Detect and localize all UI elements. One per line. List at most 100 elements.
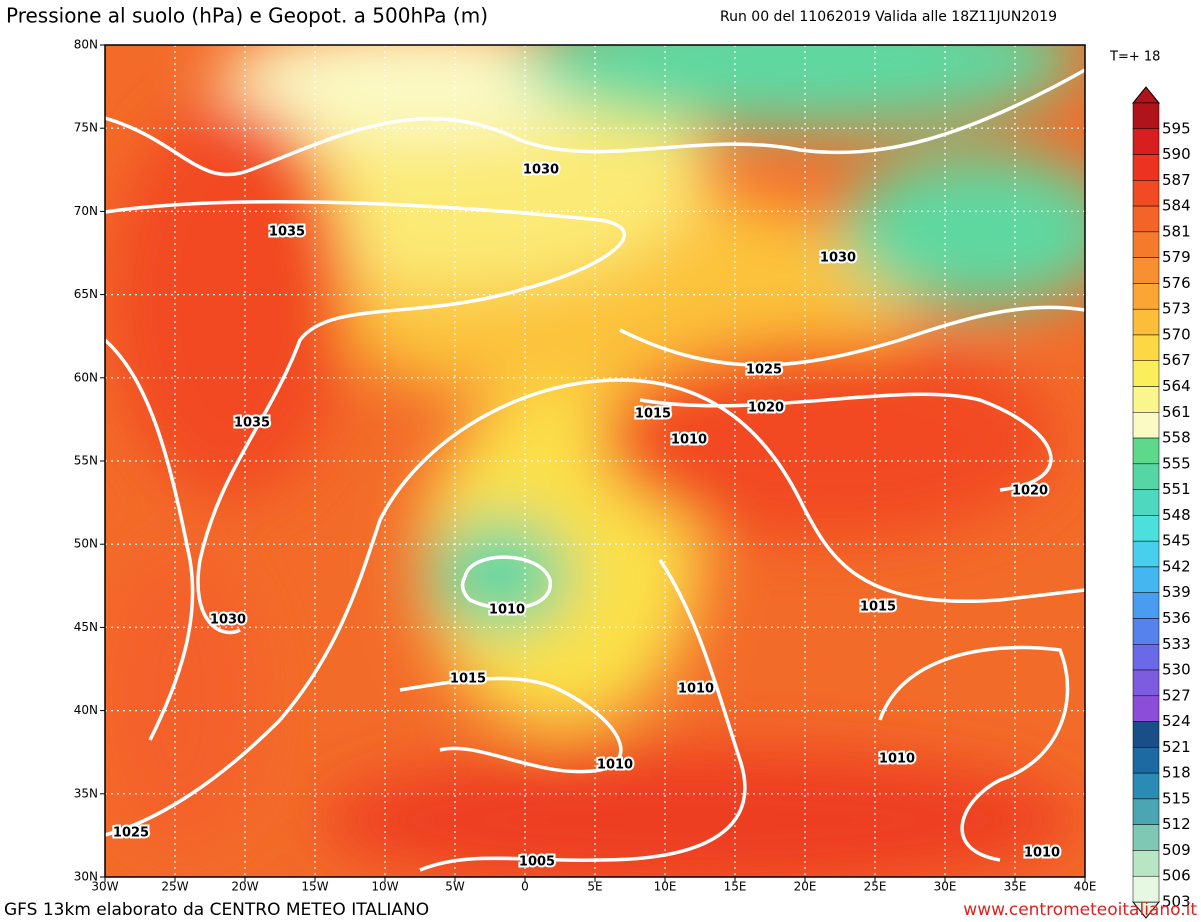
colorbar-label: 567 xyxy=(1162,351,1191,369)
site-url: www.centrometeoitaliano.it xyxy=(963,900,1197,920)
lon-label: 30E xyxy=(934,880,957,894)
colorbar-arrow-top xyxy=(1131,86,1161,104)
colorbar-label: 515 xyxy=(1162,789,1191,807)
colorbar-label: 579 xyxy=(1162,248,1191,266)
isobar-label: 1015 xyxy=(450,672,486,687)
colorbar-swatch xyxy=(1132,489,1160,516)
run-info: Run 00 del 11062019 Valida alle 18Z11JUN… xyxy=(720,9,1057,25)
isobar-label: 1035 xyxy=(234,416,270,431)
map-frame xyxy=(104,44,1086,878)
colorbar-label: 512 xyxy=(1162,815,1191,833)
colorbar-label: 576 xyxy=(1162,274,1191,292)
lon-label: 0 xyxy=(521,880,529,894)
lat-label: 60N xyxy=(74,370,98,384)
isobar-label: 1010 xyxy=(1024,846,1060,861)
isobar-label: 1005 xyxy=(519,855,555,870)
colorbar-swatch xyxy=(1132,463,1160,490)
lon-label: 5E xyxy=(587,880,602,894)
colorbar-label: 558 xyxy=(1162,429,1191,447)
isobar-label: 1010 xyxy=(489,603,525,618)
lat-label: 70N xyxy=(74,204,98,218)
lon-label: 40E xyxy=(1074,880,1097,894)
colorbar-swatch xyxy=(1132,154,1160,181)
colorbar-swatch xyxy=(1132,875,1160,903)
lon-label: 5W xyxy=(445,880,465,894)
colorbar-label: 509 xyxy=(1162,841,1191,859)
colorbar-swatch xyxy=(1132,721,1160,748)
isobar-label: 1030 xyxy=(210,613,246,628)
lon-label: 15E xyxy=(724,880,747,894)
lat-label: 40N xyxy=(74,703,98,717)
lon-label: 35E xyxy=(1004,880,1027,894)
lon-label: 20W xyxy=(231,880,258,894)
colorbar-label: 527 xyxy=(1162,686,1191,704)
colorbar-label: 524 xyxy=(1162,712,1191,730)
colorbar-swatch xyxy=(1132,128,1160,155)
colorbar-label: 595 xyxy=(1162,119,1191,137)
colorbar-swatch xyxy=(1132,515,1160,542)
colorbar-label: 590 xyxy=(1162,145,1191,163)
graticule: 30W 25W 20W 15W 10W 5W 0 5E 10E 15E 20E 25E 30E 35E 40… xyxy=(74,38,1097,894)
colorbar-swatch xyxy=(1132,798,1160,825)
isobar-label: 1010 xyxy=(671,433,707,448)
lat-label: 65N xyxy=(74,287,98,301)
isobar-label: 1010 xyxy=(678,682,714,697)
colorbar-label: 570 xyxy=(1162,325,1191,343)
colorbar-label: 573 xyxy=(1162,300,1191,318)
credit: GFS 13km elaborato da CENTRO METEO ITALI… xyxy=(4,900,429,920)
colorbar-swatch xyxy=(1132,540,1160,568)
isobar-label: 1025 xyxy=(746,363,782,378)
colorbar-swatch xyxy=(1132,283,1160,310)
colorbar-swatch xyxy=(1132,695,1160,722)
lat-label: 75N xyxy=(74,121,98,135)
colorbar-swatch xyxy=(1132,205,1160,233)
colorbar-label: 530 xyxy=(1162,661,1191,679)
isobar-label: 1035 xyxy=(269,225,305,240)
isobar-label: 1015 xyxy=(635,407,671,422)
lat-label: 45N xyxy=(74,620,98,634)
colorbar-label: 551 xyxy=(1162,480,1191,498)
lat-label: 30N xyxy=(74,870,98,884)
map-field xyxy=(105,45,1085,877)
colorbar-label: 545 xyxy=(1162,532,1191,550)
colorbar-label: 521 xyxy=(1162,738,1191,756)
lon-label: 30W xyxy=(91,880,118,894)
colorbar-swatch xyxy=(1132,257,1160,284)
title: Pressione al suolo (hPa) e Geopot. a 500… xyxy=(6,4,488,28)
colorbar-label: 506 xyxy=(1162,867,1191,885)
colorbar-swatch xyxy=(1132,437,1160,465)
isobar-label: 1030 xyxy=(820,251,856,266)
lon-label: 15W xyxy=(301,880,328,894)
lon-label: 25E xyxy=(864,880,887,894)
lon-label: 10W xyxy=(371,880,398,894)
lat-label: 55N xyxy=(74,454,98,468)
colorbar-label: 536 xyxy=(1162,609,1191,627)
lat-label: 35N xyxy=(74,786,98,800)
colorbar-label: 539 xyxy=(1162,583,1191,601)
forecast-step: T=+ 18 xyxy=(1109,50,1160,65)
colorbar-swatch xyxy=(1132,334,1160,361)
isobar-label: 1025 xyxy=(113,826,149,841)
colorbar-label: 564 xyxy=(1162,377,1191,395)
colorbar-label: 581 xyxy=(1162,222,1191,240)
colorbar-label: 542 xyxy=(1162,557,1191,575)
colorbar-label: 548 xyxy=(1162,506,1191,524)
colorbar-swatch xyxy=(1132,360,1160,387)
isobar-label: 1030 xyxy=(523,163,559,178)
lat-label: 80N xyxy=(74,38,98,52)
colorbar: 595 590 587 584 581 579 576 573 570 567 564 561 558 5… xyxy=(1131,86,1191,919)
colorbar-swatch xyxy=(1132,618,1160,645)
colorbar-swatch xyxy=(1132,644,1160,671)
isobar-label: 1015 xyxy=(860,600,896,615)
colorbar-swatch xyxy=(1132,669,1160,697)
lon-label: 25W xyxy=(161,880,188,894)
colorbar-label: 503 xyxy=(1162,893,1191,911)
colorbar-label: 584 xyxy=(1162,197,1191,215)
colorbar-swatch xyxy=(1132,592,1160,619)
colorbar-label: 518 xyxy=(1162,764,1191,782)
colorbar-label: 555 xyxy=(1162,454,1191,472)
colorbar-swatch xyxy=(1132,308,1160,336)
colorbar-swatch xyxy=(1132,102,1160,130)
colorbar-label: 561 xyxy=(1162,403,1191,421)
